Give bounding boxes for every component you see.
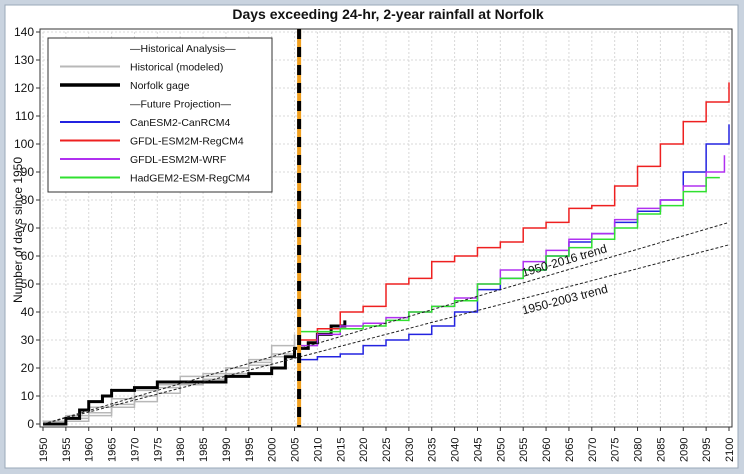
x-tick-label: 1990 — [221, 438, 233, 462]
x-tick-label: 2040 — [450, 438, 462, 462]
x-tick-label: 2000 — [267, 438, 279, 462]
x-tick-label: 2010 — [312, 438, 324, 462]
y-tick-label: 140 — [14, 25, 34, 39]
chart-title: Days exceeding 24-hr, 2-year rainfall at… — [232, 6, 543, 22]
x-tick-label: 2080 — [633, 438, 645, 462]
y-tick-label: 40 — [21, 305, 35, 319]
y-tick-label: 30 — [21, 333, 35, 347]
x-tick-label: 1975 — [152, 438, 164, 462]
x-tick-label: 2060 — [541, 438, 553, 462]
y-tick-label: 60 — [21, 249, 35, 263]
legend-header: —Historical Analysis— — [130, 43, 236, 55]
x-tick-label: 2045 — [472, 438, 484, 462]
x-tick-label: 2030 — [404, 438, 416, 462]
x-tick-label: 2050 — [495, 438, 507, 462]
y-tick-label: 100 — [14, 137, 34, 151]
legend-box — [47, 37, 273, 193]
x-tick-label: 1980 — [175, 438, 187, 462]
series-line — [43, 320, 347, 426]
y-tick-label: 70 — [21, 221, 35, 235]
x-tick-label: 1985 — [198, 438, 210, 462]
x-tick-label: 1970 — [129, 438, 141, 462]
x-tick-label: 2075 — [610, 438, 622, 462]
x-tick-label: 1995 — [244, 438, 256, 462]
legend-label: CanESM2-CanRCM4 — [130, 117, 231, 129]
legend-header: —Future Projection— — [130, 99, 231, 111]
y-tick-label: 110 — [15, 109, 34, 123]
x-tick-label: 1960 — [84, 438, 96, 462]
x-tick-label: 2025 — [381, 438, 393, 462]
x-tick-label: 1965 — [107, 438, 119, 462]
x-tick-label: 2090 — [678, 438, 690, 462]
x-tick-label: 2035 — [427, 438, 439, 462]
trend-line — [42, 221, 730, 425]
legend-label: Norfolk gage — [130, 80, 190, 92]
y-tick-label: 90 — [21, 165, 35, 179]
x-tick-label: 2055 — [518, 438, 530, 462]
x-tick-label: 2005 — [290, 438, 302, 462]
series-line — [43, 348, 296, 425]
x-tick-label: 2085 — [655, 438, 667, 462]
series-line — [299, 176, 720, 333]
x-tick-label: 2020 — [358, 438, 370, 462]
x-tick-label: 2070 — [587, 438, 599, 462]
y-axis-label: Number of days since 1950 — [11, 157, 25, 303]
y-tick-label: 120 — [14, 81, 34, 95]
y-tick-label: 50 — [21, 277, 35, 291]
x-tick-label: 1950 — [38, 438, 50, 462]
series-line — [299, 82, 730, 341]
legend-label: HadGEM2-ESM-RegCM4 — [130, 173, 250, 185]
legend-label: GFDL-ESM2M-WRF — [130, 154, 226, 166]
y-tick-label: 130 — [14, 53, 34, 67]
x-tick-label: 2100 — [724, 438, 736, 462]
x-tick-label: 2095 — [701, 438, 713, 462]
trend-line — [42, 244, 730, 425]
y-tick-label: 80 — [21, 193, 35, 207]
x-tick-label: 1955 — [61, 438, 73, 462]
y-tick-label: 10 — [21, 389, 35, 403]
y-tick-label: 0 — [27, 417, 34, 431]
x-tick-label: 2065 — [564, 438, 576, 462]
legend-label: Historical (modeled) — [130, 62, 223, 74]
x-tick-label: 2015 — [335, 438, 347, 462]
y-tick-label: 20 — [21, 361, 35, 375]
legend-label: GFDL-ESM2M-RegCM4 — [130, 136, 244, 148]
legend: —Historical Analysis— Historical (modeled… — [47, 37, 273, 193]
